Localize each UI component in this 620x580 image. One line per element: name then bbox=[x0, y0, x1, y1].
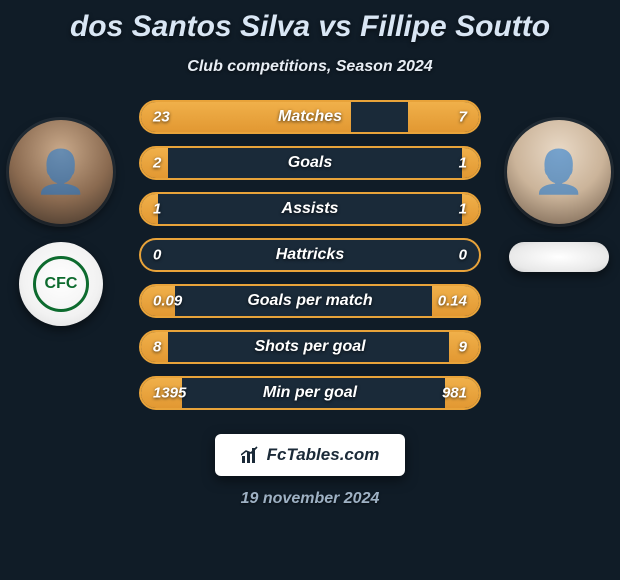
stat-row: 0 Hattricks 0 bbox=[139, 238, 481, 272]
stat-row: 0.09 Goals per match 0.14 bbox=[139, 284, 481, 318]
stat-label: Assists bbox=[282, 200, 339, 218]
stat-row: 23 Matches 7 bbox=[139, 100, 481, 134]
stat-value-left: 2 bbox=[153, 155, 161, 172]
player2-club-badge bbox=[509, 242, 609, 272]
branding-badge: FcTables.com bbox=[215, 434, 405, 476]
stat-value-right: 9 bbox=[459, 339, 467, 356]
stat-label: Hattricks bbox=[276, 246, 344, 264]
stats-bar-list: 23 Matches 7 2 Goals 1 1 Assists 1 0 Hattricks 0 0.0… bbox=[139, 100, 481, 410]
player1-club-badge: CFC bbox=[19, 242, 103, 326]
stat-fill-right bbox=[408, 102, 479, 132]
page-title: dos Santos Silva vs Fillipe Soutto bbox=[0, 0, 620, 44]
stat-value-right: 981 bbox=[442, 385, 467, 402]
subtitle: Club competitions, Season 2024 bbox=[0, 58, 620, 76]
stat-label: Shots per goal bbox=[254, 338, 365, 356]
stat-value-left: 23 bbox=[153, 109, 170, 126]
stat-label: Min per goal bbox=[263, 384, 357, 402]
stat-value-right: 7 bbox=[459, 109, 467, 126]
stat-value-right: 1 bbox=[459, 201, 467, 218]
stat-value-left: 0.09 bbox=[153, 293, 182, 310]
club-badge-label: CFC bbox=[33, 256, 89, 312]
stat-label: Matches bbox=[278, 108, 342, 126]
stat-value-right: 0 bbox=[459, 247, 467, 264]
branding-label: FcTables.com bbox=[267, 445, 380, 465]
stat-label: Goals bbox=[288, 154, 332, 172]
person-icon: 👤 bbox=[533, 148, 585, 197]
stat-value-left: 1 bbox=[153, 201, 161, 218]
stat-row: 8 Shots per goal 9 bbox=[139, 330, 481, 364]
stat-row: 2 Goals 1 bbox=[139, 146, 481, 180]
stat-value-right: 0.14 bbox=[438, 293, 467, 310]
player2-column: 👤 bbox=[504, 120, 614, 272]
person-icon: 👤 bbox=[35, 148, 87, 197]
stat-value-left: 8 bbox=[153, 339, 161, 356]
player1-column: 👤 CFC bbox=[6, 120, 116, 326]
stat-row: 1395 Min per goal 981 bbox=[139, 376, 481, 410]
stat-label: Goals per match bbox=[247, 292, 372, 310]
stat-value-left: 0 bbox=[153, 247, 161, 264]
player1-avatar: 👤 bbox=[9, 120, 113, 224]
chart-icon bbox=[241, 446, 261, 464]
stat-value-left: 1395 bbox=[153, 385, 186, 402]
player2-avatar: 👤 bbox=[507, 120, 611, 224]
date-label: 19 november 2024 bbox=[0, 490, 620, 508]
stat-value-right: 1 bbox=[459, 155, 467, 172]
stat-row: 1 Assists 1 bbox=[139, 192, 481, 226]
